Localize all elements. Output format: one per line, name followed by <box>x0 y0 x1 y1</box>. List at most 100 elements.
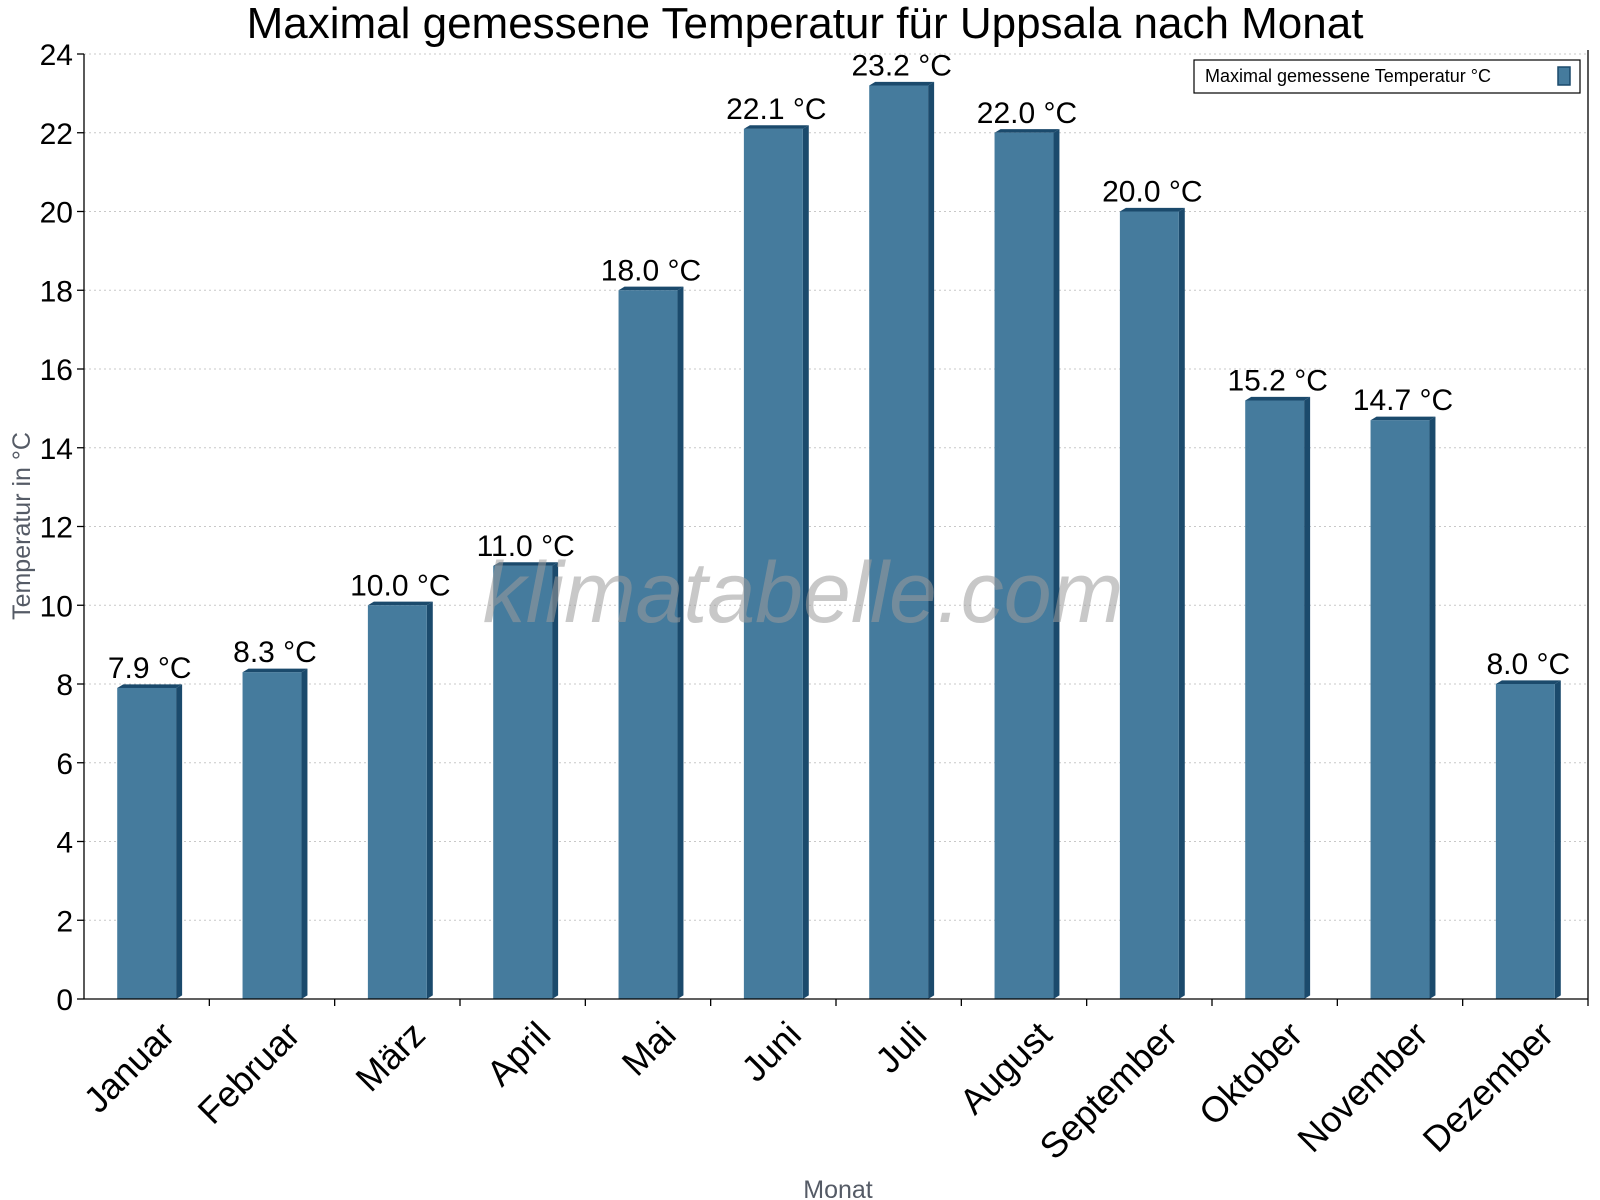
y-tick-label: 20 <box>40 197 73 230</box>
bar-face <box>869 85 929 999</box>
x-tick-label: März <box>347 1014 433 1100</box>
legend: Maximal gemessene Temperatur °C <box>1193 59 1581 94</box>
bar-side <box>1304 396 1311 999</box>
legend-box <box>1193 59 1581 94</box>
data-label: 10.0 °C <box>350 569 450 602</box>
bar-side <box>552 562 559 999</box>
bar <box>1370 416 1436 999</box>
bar-side <box>176 684 183 999</box>
bar-top <box>242 668 308 673</box>
bar-side <box>426 601 433 999</box>
watermark: klimatabelle.com <box>483 545 1123 641</box>
data-label: 23.2 °C <box>851 50 951 83</box>
bar-face <box>117 687 177 999</box>
data-label: 11.0 °C <box>477 530 575 563</box>
bar-face <box>1245 400 1305 999</box>
data-label: 20.0 °C <box>1102 176 1202 209</box>
y-tick-label: 10 <box>40 590 73 623</box>
x-tick-label: April <box>478 1014 558 1094</box>
bar <box>1245 396 1311 999</box>
y-tick-label: 18 <box>40 275 73 308</box>
y-tick-label: 8 <box>56 669 73 702</box>
y-tick-label: 2 <box>56 905 73 938</box>
x-tick-label: Oktober <box>1191 1014 1311 1134</box>
bar-side <box>1429 416 1436 999</box>
y-tick-label: 4 <box>56 827 73 860</box>
x-tick-label: August <box>951 1014 1059 1122</box>
bar-face <box>242 672 302 999</box>
bar-side <box>301 668 308 999</box>
grid <box>84 53 1588 921</box>
bar <box>618 286 684 999</box>
bar-top <box>1119 207 1185 212</box>
bar-face <box>1495 684 1555 999</box>
bar <box>869 81 935 999</box>
bar-top <box>1495 680 1561 684</box>
data-label: 22.0 °C <box>977 97 1077 130</box>
bar-side <box>1554 680 1561 999</box>
legend-swatch <box>1557 66 1571 86</box>
bar-top <box>117 684 183 688</box>
x-tick-label: Dezember <box>1415 1014 1561 1160</box>
y-axis-title: Temperatur in °C <box>8 432 36 620</box>
data-labels: 7.9 °C 8.3 °C 10.0 °C 11.0 °C 18.0 °C 22.1 °C… <box>108 50 1570 685</box>
bar <box>117 684 183 999</box>
y-tick-label: 0 <box>56 984 73 1017</box>
y-tick-label: 12 <box>40 512 73 545</box>
bar-face <box>493 565 553 999</box>
data-label: 7.9 °C <box>108 652 192 685</box>
bar-top <box>869 81 935 86</box>
bar <box>743 125 809 999</box>
bar-face <box>1370 420 1430 999</box>
y-tick-label: 6 <box>56 748 73 781</box>
legend-label: Maximal gemessene Temperatur °C <box>1205 66 1491 86</box>
data-label: 22.1 °C <box>726 93 826 126</box>
bar-top <box>1245 396 1311 401</box>
x-tick-label: Juli <box>867 1014 934 1081</box>
x-tick-label: Februar <box>190 1014 308 1132</box>
data-label: 8.0 °C <box>1486 648 1570 681</box>
bar-face <box>367 605 427 999</box>
bar-side <box>677 286 684 999</box>
bar-face <box>743 128 803 999</box>
bar-top <box>743 125 809 129</box>
y-tick-label: 14 <box>40 433 73 466</box>
data-label: 15.2 °C <box>1227 365 1327 398</box>
bar <box>1119 207 1185 999</box>
bar-top <box>618 286 684 291</box>
bar <box>493 562 559 999</box>
bar-side <box>802 125 809 999</box>
bar <box>1495 680 1561 999</box>
bar-face <box>618 290 678 999</box>
data-label: 8.3 °C <box>233 636 317 669</box>
x-tick-label: November <box>1289 1014 1435 1160</box>
bar-top <box>493 562 559 566</box>
x-tick-label: Mai <box>614 1014 684 1084</box>
bar-side <box>1178 207 1185 999</box>
x-tick-label: Juni <box>733 1014 809 1090</box>
x-axis-title: Monat <box>803 1176 873 1200</box>
bar-face <box>1119 211 1179 999</box>
bar-face <box>994 132 1054 999</box>
bar-top <box>367 601 433 606</box>
bar <box>367 601 433 999</box>
bar-side <box>1053 129 1060 999</box>
x-tick-label: Januar <box>75 1014 182 1121</box>
bar-side <box>928 81 935 999</box>
bars <box>117 81 1561 999</box>
bar <box>242 668 308 999</box>
y-tick-label: 16 <box>40 354 73 387</box>
bar-top <box>994 129 1060 133</box>
axes <box>77 50 1589 1006</box>
data-label: 18.0 °C <box>601 254 701 287</box>
chart-title: Maximal gemessene Temperatur für Uppsala… <box>247 0 1364 48</box>
data-label: 14.7 °C <box>1353 384 1453 417</box>
y-tick-label: 24 <box>40 39 73 72</box>
y-tick-label: 22 <box>40 118 73 151</box>
x-tick-label: September <box>1031 1014 1185 1168</box>
x-tick-labels: Januar Februar März April Mai Juni Juli AugustS… <box>75 1014 1561 1168</box>
bar <box>994 129 1060 999</box>
bar-top <box>1370 416 1436 421</box>
